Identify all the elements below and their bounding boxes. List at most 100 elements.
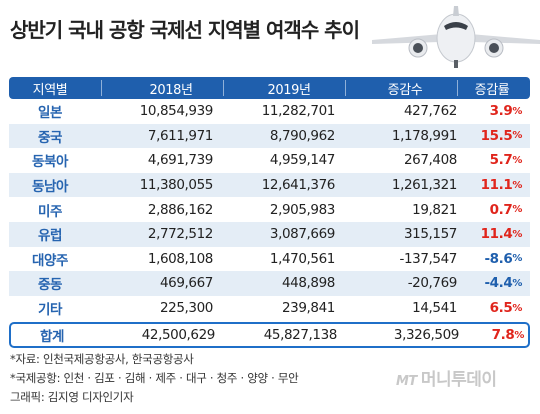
rate-unit: % [512, 179, 522, 191]
row-2018: 42,500,629 [141, 327, 216, 344]
table-body: 일본 10,854,939 11,282,701 427,762 3.9% 중국 7,611… [9, 99, 530, 320]
total-row: 합계 42,500,629 45,827,138 3,326,509 7.8% [9, 322, 530, 349]
header-divider [101, 80, 102, 96]
rate-unit: % [512, 253, 522, 265]
table-row: 미주 2,886,162 2,905,983 19,821 0.7% [9, 197, 530, 222]
rate-value: 0.7 [489, 201, 513, 218]
footnotes: *자료: 인천국제공항공사, 한국공항공사 *국제공항: 인천 · 김포 · 김… [10, 350, 299, 407]
passenger-table: 지역별 2018년 2019년 증감수 증감률 일본 10,854,939 11,2… [9, 77, 530, 349]
row-rate: 11.4% [457, 222, 523, 247]
row-region: 기타 [37, 302, 63, 319]
credit-note: 그래픽: 김지영 디자인기자 [10, 390, 134, 404]
rate-value: 3.9 [489, 103, 513, 120]
rate-unit: % [512, 277, 522, 289]
row-2019: 3,087,669 [269, 226, 336, 243]
table-row: 중동 469,667 448,898 -20,769 -4.4% [9, 271, 530, 296]
row-change: -137,547 [399, 250, 458, 267]
row-region: 미주 [37, 203, 63, 220]
row-2019: 8,790,962 [269, 127, 336, 144]
rate-unit: % [512, 302, 522, 314]
row-change: -20,769 [407, 275, 458, 292]
row-change: 19,821 [412, 201, 457, 218]
table-row: 동북아 4,691,739 4,959,147 267,408 5.7% [9, 148, 530, 173]
row-2019: 4,959,147 [269, 152, 336, 169]
row-2018: 4,691,739 [147, 152, 214, 169]
row-rate: 0.7% [457, 197, 523, 222]
row-2018: 10,854,939 [139, 103, 214, 120]
logo-mark: MT [396, 374, 417, 389]
header-divider [223, 80, 224, 96]
row-region: 합계 [39, 329, 65, 346]
row-change: 3,326,509 [393, 327, 460, 344]
rate-unit: % [514, 329, 524, 341]
row-region: 일본 [37, 105, 63, 122]
row-2018: 7,611,971 [147, 127, 214, 144]
rate-value: -4.4 [484, 275, 513, 292]
row-2019: 12,641,376 [261, 177, 336, 194]
rate-unit: % [512, 228, 522, 240]
row-rate: 3.9% [457, 99, 523, 124]
header-2019: 2019년 [267, 82, 311, 98]
header-region: 지역별 [32, 82, 68, 98]
row-change: 315,157 [403, 226, 457, 243]
row-region: 중동 [37, 277, 63, 294]
rate-unit: % [512, 204, 522, 216]
row-2019: 45,827,138 [263, 327, 338, 344]
table-row: 기타 225,300 239,841 14,541 6.5% [9, 296, 530, 321]
table-row: 일본 10,854,939 11,282,701 427,762 3.9% [9, 99, 530, 124]
logo-name: 머니투데이 [420, 370, 497, 390]
row-2019: 448,898 [281, 275, 335, 292]
row-rate: -8.6% [457, 247, 522, 272]
row-2019: 2,905,983 [269, 201, 336, 218]
rate-unit: % [512, 130, 522, 142]
row-rate: -4.4% [457, 271, 522, 296]
row-2019: 239,841 [281, 300, 335, 317]
row-region: 대양주 [31, 252, 69, 269]
rate-unit: % [512, 105, 522, 117]
airplane-icon [372, 6, 540, 68]
rate-value: 11.1 [480, 177, 513, 194]
table-row: 대양주 1,608,108 1,470,561 -137,547 -8.6% [9, 247, 530, 272]
header-divider [457, 80, 458, 96]
row-rate: 11.1% [457, 173, 523, 198]
rate-value: 7.8 [491, 327, 515, 344]
row-change: 427,762 [403, 103, 457, 120]
rate-value: 11.4 [480, 226, 513, 243]
row-2018: 469,667 [159, 275, 213, 292]
row-2018: 2,886,162 [147, 201, 214, 218]
table-row: 유럽 2,772,512 3,087,669 315,157 11.4% [9, 221, 530, 247]
row-2018: 11,380,055 [139, 177, 214, 194]
row-2018: 2,772,512 [147, 226, 214, 243]
header-divider [345, 80, 346, 96]
row-region: 동남아 [31, 179, 69, 196]
row-rate: 5.7% [457, 148, 523, 173]
row-2018: 1,608,108 [147, 250, 214, 267]
row-rate: 15.5% [457, 124, 523, 149]
header-2018: 2018년 [149, 82, 193, 98]
rate-value: 5.7 [489, 152, 513, 169]
row-2019: 11,282,701 [261, 103, 336, 120]
table-row: 중국 7,611,971 8,790,962 1,178,991 15.5% [9, 123, 530, 149]
row-2018: 225,300 [159, 300, 213, 317]
airport-note: *국제공항: 인천 · 김포 · 김해 · 제주 · 대구 · 청주 · 양양 … [10, 371, 299, 385]
publisher-logo: MT 머니투데이 [396, 365, 497, 390]
source-note: *자료: 인천국제공항공사, 한국공항공사 [10, 352, 194, 366]
row-rate: 6.5% [457, 296, 523, 321]
rate-unit: % [512, 154, 522, 166]
rate-value: -8.6 [484, 250, 513, 267]
row-region: 유럽 [37, 228, 63, 245]
row-change: 1,178,991 [391, 127, 458, 144]
page-title: 상반기 국내 공항 국제선 지역별 여객수 추이 [10, 18, 360, 42]
row-change: 267,408 [403, 152, 457, 169]
row-change: 1,261,321 [391, 177, 458, 194]
table-header: 지역별 2018년 2019년 증감수 증감률 [9, 77, 530, 99]
row-change: 14,541 [412, 300, 457, 317]
rate-value: 15.5 [480, 127, 513, 144]
row-region: 동북아 [31, 154, 69, 171]
rate-value: 6.5 [489, 300, 513, 317]
row-rate: 7.8% [459, 324, 525, 346]
header-change: 증감수 [387, 82, 423, 98]
header-rate: 증감률 [474, 82, 510, 98]
row-2019: 1,470,561 [269, 250, 336, 267]
table-row: 동남아 11,380,055 12,641,376 1,261,321 11.1% [9, 172, 530, 198]
